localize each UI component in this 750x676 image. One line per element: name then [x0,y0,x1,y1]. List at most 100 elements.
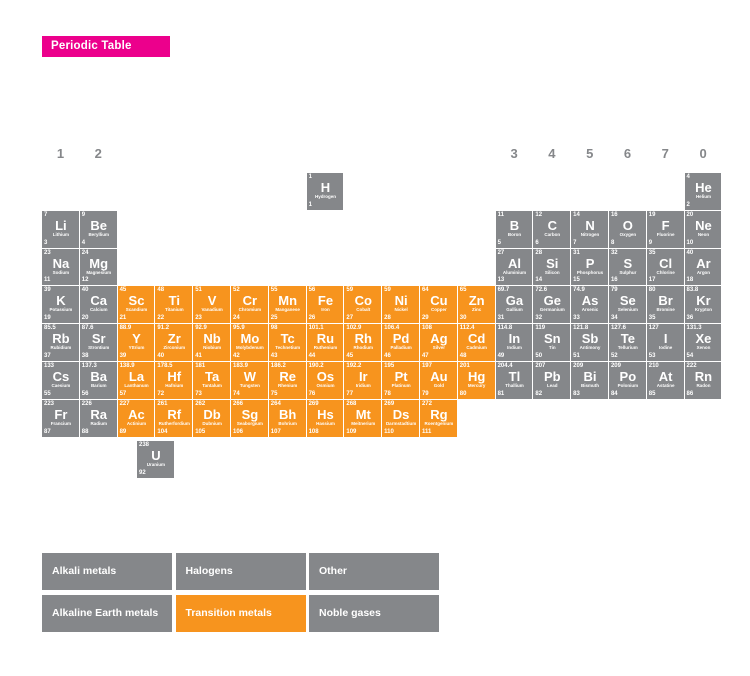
element-cell-sb[interactable]: 121.8 Sb Antimony 51 [571,324,608,361]
element-cell-bi[interactable]: 209 Bi Bismuth 83 [571,361,608,399]
element-name: Zinc [472,307,482,313]
element-cell-cd[interactable]: 112.4 Cd Cadmium 48 [457,324,495,361]
atomic-mass: 119 [535,325,546,332]
element-cell-mg[interactable]: 24 Mg Magnesium 12 [79,248,117,286]
element-cell-ds[interactable]: 269 Ds Darmstadtium 110 [382,399,419,437]
element-cell-nb[interactable]: 92.9 Nb Niobium 41 [193,324,230,361]
element-cell-k[interactable]: 39 K Potassium 19 [42,286,79,324]
element-cell-tl[interactable]: 204.4 Tl Thallium 81 [495,361,533,399]
element-cell-pd[interactable]: 106.4 Pd Palladium 46 [382,324,419,361]
element-cell-la[interactable]: 138.9 La Lanthanum 57 [117,361,155,399]
element-cell-s[interactable]: 32 S Sulphur 16 [608,248,646,286]
element-cell-in[interactable]: 114.8 In Indium 49 [495,324,533,361]
element-name: Selenium [617,307,638,313]
element-cell-h[interactable]: 1 H Hydrogen 1 [306,173,344,210]
element-cell-tc[interactable]: 98 Tc Technetium 43 [268,324,306,361]
element-cell-sn[interactable]: 119 Sn Tin 50 [533,324,571,361]
element-cell-n[interactable]: 14 N Nitrogen 7 [571,210,608,248]
element-cell-al[interactable]: 27 Al Aluminium 13 [495,248,533,286]
legend-other[interactable]: Other [309,553,439,590]
element-cell-hs[interactable]: 269 Hs Hassium 108 [306,399,344,437]
element-cell-na[interactable]: 23 Na Sodium 11 [42,248,79,286]
element-cell-sc[interactable]: 45 Sc Scandium 21 [117,286,155,324]
element-cell-os[interactable]: 190.2 Os Osmium 76 [306,361,344,399]
element-cell-cu[interactable]: 64 Cu Copper 29 [419,286,457,324]
atomic-mass: 133 [44,362,55,369]
element-cell-ti[interactable]: 48 Ti Titanium 22 [155,286,193,324]
element-cell-hf[interactable]: 178.5 Hf Hafnium 72 [155,361,193,399]
element-cell-i[interactable]: 127 I Iodine 53 [646,324,684,361]
element-cell-zr[interactable]: 91.2 Zr Zirconium 40 [155,324,193,361]
element-cell-y[interactable]: 88.9 Y Yttrium 39 [117,324,155,361]
element-name: Yttrium [128,345,145,351]
element-cell-ba[interactable]: 137.3 Ba Barium 56 [79,361,117,399]
element-cell-si[interactable]: 28 Si Silicon 14 [533,248,571,286]
element-cell-as[interactable]: 74.9 As Arsenic 33 [571,286,608,324]
element-cell-rb[interactable]: 85.5 Rb Rubidium 37 [42,324,79,361]
element-cell-ag[interactable]: 108 Ag Silver 47 [419,324,457,361]
element-cell-p[interactable]: 31 P Phosphorus 15 [571,248,608,286]
element-cell-kr[interactable]: 83.8 Kr Krypton 36 [684,286,722,324]
element-cell-ta[interactable]: 181 Ta Tantalum 73 [193,361,230,399]
element-cell-rn[interactable]: 222 Rn Radon 86 [684,361,722,399]
element-cell-f[interactable]: 19 F Fluorine 9 [646,210,684,248]
element-cell-ar[interactable]: 40 Ar Argon 18 [684,248,722,286]
element-cell-mn[interactable]: 55 Mn Manganese 25 [268,286,306,324]
element-cell-br[interactable]: 80 Br Bromine 35 [646,286,684,324]
element-cell-be[interactable]: 9 Be Beryllium 4 [79,210,117,248]
element-cell-re[interactable]: 186.2 Re Rhenium 75 [268,361,306,399]
element-cell-po[interactable]: 209 Po Polonium 84 [608,361,646,399]
element-cell-ac[interactable]: 227 Ac Actinium 89 [117,399,155,437]
element-cell-cr[interactable]: 52 Cr Chromium 24 [230,286,268,324]
element-cell-pt[interactable]: 195 Pt Platinum 78 [382,361,419,399]
legend-halogens[interactable]: Halogens [175,553,306,590]
element-cell-sr[interactable]: 87.6 Sr Strontium 38 [79,324,117,361]
element-cell-rg[interactable]: 272 Rg Roentgenium 111 [419,399,457,437]
element-cell-ru[interactable]: 101.1 Ru Ruthenium 44 [306,324,344,361]
element-cell-mo[interactable]: 95.9 Mo Molybdenum 42 [230,324,268,361]
element-cell-at[interactable]: 210 At Astatine 85 [646,361,684,399]
atomic-mass: 85.5 [44,325,56,332]
element-cell-u[interactable]: 238 U Uranium 92 [137,441,174,478]
element-cell-zn[interactable]: 65 Zn Zinc 30 [457,286,495,324]
element-cell-fr[interactable]: 223 Fr Francium 87 [42,399,79,437]
element-cell-ir[interactable]: 192.2 Ir Iridium 77 [344,361,382,399]
element-cell-w[interactable]: 183.9 W Tungsten 74 [230,361,268,399]
legend-alkali-metals[interactable]: Alkali metals [42,553,172,590]
element-cell-ra[interactable]: 226 Ra Radium 88 [79,399,117,437]
element-cell-se[interactable]: 79 Se Selenium 34 [608,286,646,324]
element-cell-ni[interactable]: 59 Ni Nickel 28 [382,286,419,324]
element-cell-he[interactable]: 4 He Helium 2 [684,173,722,210]
element-cell-c[interactable]: 12 C Carbon 6 [533,210,571,248]
element-cell-v[interactable]: 51 V Vanadium 23 [193,286,230,324]
element-cell-cl[interactable]: 35 Cl Chlorine 17 [646,248,684,286]
element-cell-bh[interactable]: 264 Bh Bohrium 107 [268,399,306,437]
element-symbol: Mt [355,406,371,422]
element-cell-cs[interactable]: 133 Cs Caesium 55 [42,361,79,399]
element-cell-ca[interactable]: 40 Ca Calcium 20 [79,286,117,324]
element-cell-ge[interactable]: 72.6 Ge Germanium 32 [533,286,571,324]
element-cell-rf[interactable]: 261 Rf Rutherfordium 104 [155,399,193,437]
element-cell-pb[interactable]: 207 Pb Lead 82 [533,361,571,399]
element-cell-te[interactable]: 127.6 Te Tellurium 52 [608,324,646,361]
element-cell-ga[interactable]: 69.7 Ga Gallium 31 [495,286,533,324]
element-cell-db[interactable]: 262 Db Dubnium 105 [193,399,230,437]
element-cell-o[interactable]: 16 O Oxygen 8 [608,210,646,248]
periodic-table-grid: 1 H Hydrogen 1 4 He Helium 2 7 Li Lithium 3 9 Be Beryl… [42,173,722,437]
legend-alkaline-earth-metals[interactable]: Alkaline Earth metals [42,595,172,632]
element-cell-co[interactable]: 59 Co Cobalt 27 [344,286,382,324]
element-cell-hg[interactable]: 201 Hg Mercury 80 [457,361,495,399]
legend-transition-metals[interactable]: Transition metals [175,595,306,632]
element-cell-rh[interactable]: 102.9 Rh Rhodium 45 [344,324,382,361]
legend-noble-gases[interactable]: Noble gases [309,595,439,632]
element-cell-fe[interactable]: 56 Fe Iron 26 [306,286,344,324]
atomic-mass: 210 [648,362,659,369]
atomic-mass: 223 [44,400,55,407]
element-cell-li[interactable]: 7 Li Lithium 3 [42,210,79,248]
element-cell-b[interactable]: 11 B Boron 5 [495,210,533,248]
element-cell-mt[interactable]: 268 Mt Meitnerium 109 [344,399,382,437]
element-cell-au[interactable]: 197 Au Gold 79 [419,361,457,399]
element-cell-ne[interactable]: 20 Ne Neon 10 [684,210,722,248]
element-cell-sg[interactable]: 266 Sg Seaborgium 106 [230,399,268,437]
element-cell-xe[interactable]: 131.3 Xe Xenon 54 [684,324,722,361]
